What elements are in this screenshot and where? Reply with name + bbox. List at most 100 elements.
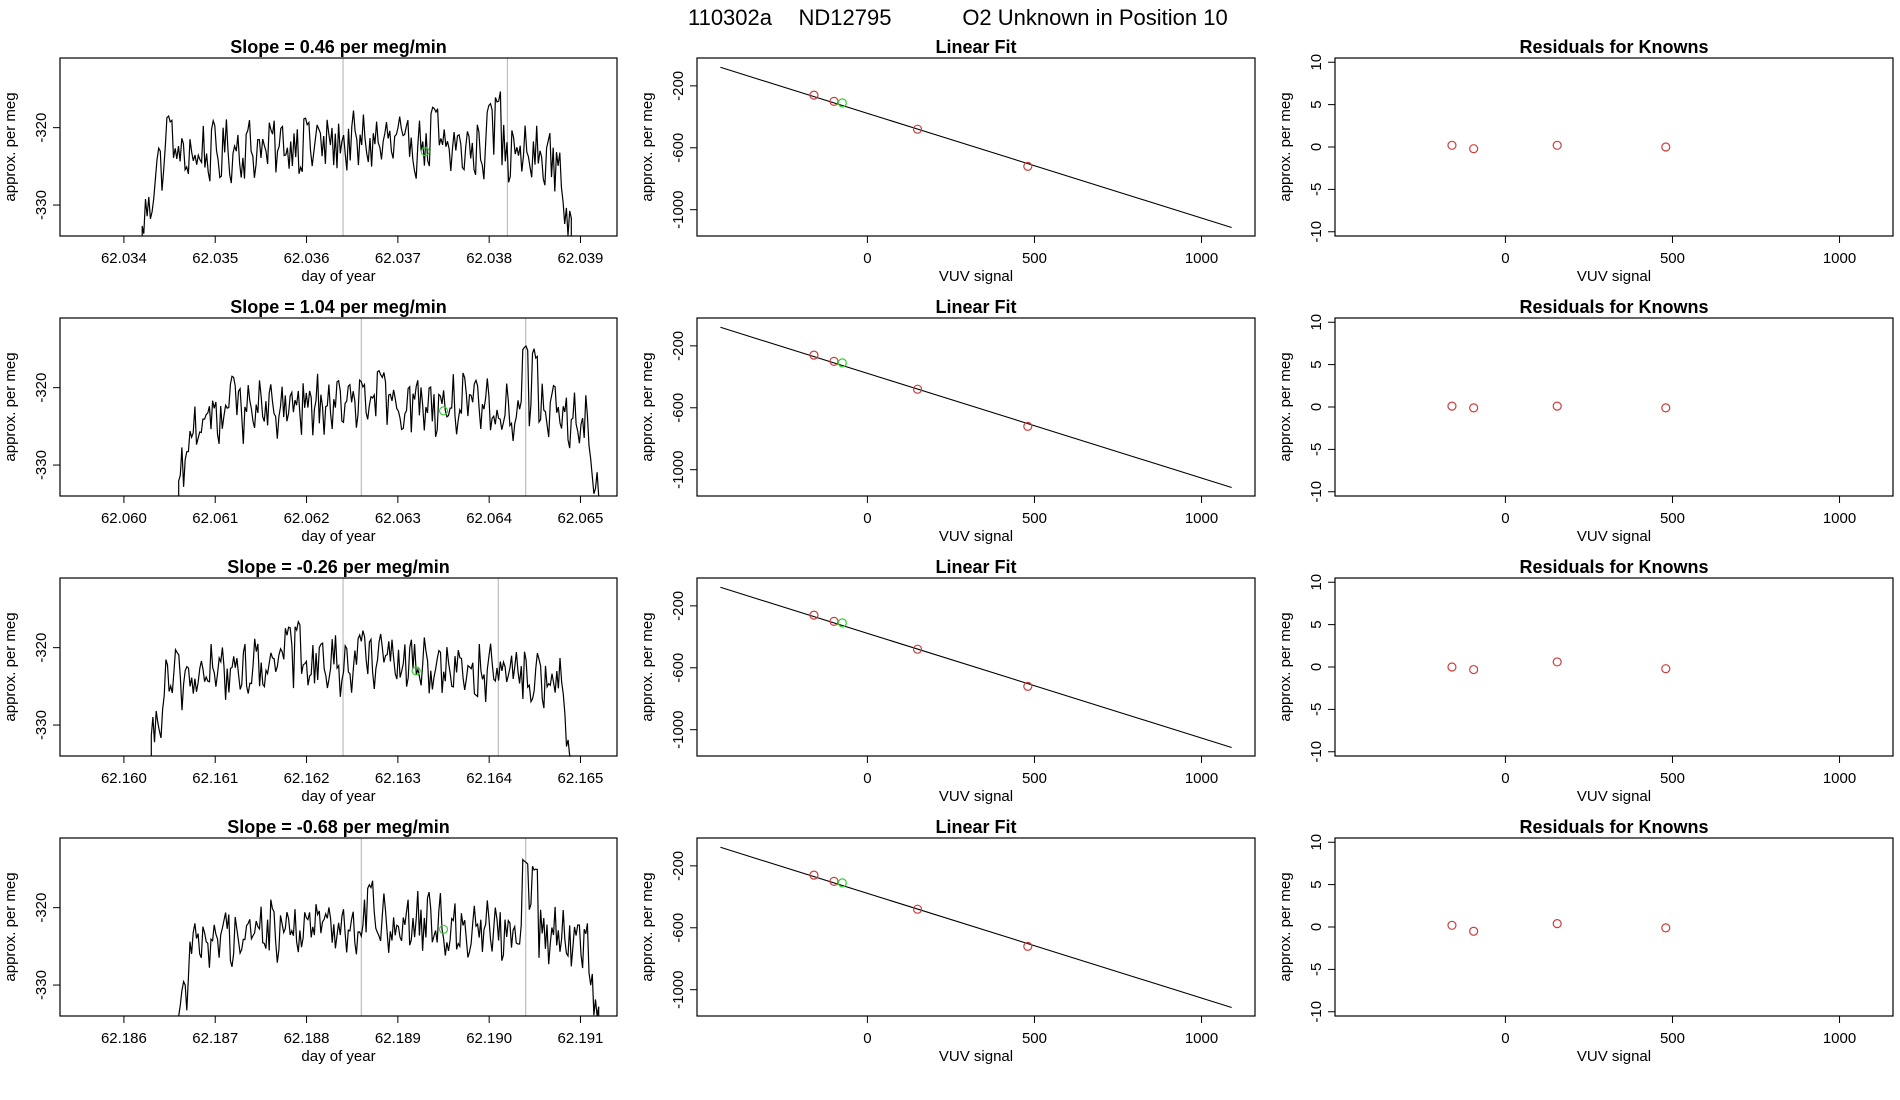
residual-point [1447, 662, 1457, 672]
x-tick-label: 62.161 [192, 770, 238, 787]
y-tick-label: -330 [33, 710, 50, 740]
y-tick-label: -1000 [670, 190, 687, 228]
known-point [829, 616, 839, 626]
x-tick-label: 0 [863, 510, 871, 527]
residual-point [1447, 140, 1457, 150]
fit-line [720, 326, 1232, 489]
y-tick-label: 5 [1308, 880, 1325, 888]
y-axis-label: approx. per meg [2, 612, 19, 721]
x-tick-label: 62.039 [558, 250, 604, 267]
y-tick-label: -10 [1308, 741, 1325, 763]
plot-frame [696, 837, 1256, 1017]
y-tick-label: 0 [1308, 143, 1325, 151]
residual-point [1661, 403, 1671, 413]
panel-title: Linear Fit [935, 37, 1016, 57]
y-tick-label: 0 [1308, 403, 1325, 411]
y-tick-label: -1000 [670, 710, 687, 748]
unknown-point [837, 358, 847, 368]
y-tick-label: 5 [1308, 620, 1325, 628]
panel-time-series-4: Slope = -0.68 per meg/min 62.186 62.187 62.… [2, 817, 618, 1065]
x-tick-label: 0 [1501, 770, 1509, 787]
x-axis-label: VUV signal [1577, 268, 1651, 285]
x-axis-label: VUV signal [939, 528, 1013, 545]
x-axis-label: VUV signal [939, 268, 1013, 285]
x-tick-label: 62.062 [284, 510, 330, 527]
y-tick-label: -320 [33, 373, 50, 403]
panel-title: Linear Fit [935, 817, 1016, 837]
x-axis-label: day of year [301, 1048, 375, 1065]
residual-point [1469, 403, 1479, 413]
y-tick-label: -200 [670, 331, 687, 361]
y-tick-label: -5 [1308, 443, 1325, 456]
y-tick-label: -320 [33, 893, 50, 923]
plot-frame [59, 577, 618, 757]
panel-grid: Slope = 0.46 per meg/min 62.034 62.035 62.0… [2, 37, 1894, 1065]
y-tick-label: 0 [1308, 923, 1325, 931]
x-tick-label: 500 [1660, 770, 1685, 787]
series-line [178, 344, 600, 497]
x-tick-label: 500 [1022, 510, 1047, 527]
panel-residuals-3: Residuals for Knowns 0 500 1000 VUV signal 10… [1277, 557, 1894, 805]
x-tick-label: 62.035 [192, 250, 238, 267]
y-tick-label: -10 [1308, 221, 1325, 243]
y-axis-label: approx. per meg [2, 92, 19, 201]
x-axis-label: VUV signal [939, 788, 1013, 805]
x-tick-label: 62.038 [466, 250, 512, 267]
y-tick-label: 5 [1308, 100, 1325, 108]
x-axis-label: VUV signal [1577, 1048, 1651, 1065]
y-axis-label: approx. per meg [639, 92, 656, 201]
x-axis-label: day of year [301, 788, 375, 805]
residual-point [1447, 401, 1457, 411]
plot-frame [59, 57, 618, 237]
x-tick-label: 500 [1022, 250, 1047, 267]
x-tick-label: 62.189 [375, 1030, 421, 1047]
y-tick-label: -5 [1308, 963, 1325, 976]
series-line [178, 858, 600, 1017]
panel-title: Residuals for Knowns [1519, 817, 1708, 837]
x-tick-label: 62.186 [101, 1030, 147, 1047]
y-tick-label: -5 [1308, 703, 1325, 716]
y-tick-label: -600 [670, 653, 687, 683]
residual-point [1552, 919, 1562, 929]
x-tick-label: 0 [863, 250, 871, 267]
x-tick-label: 1000 [1823, 250, 1856, 267]
y-tick-label: -1000 [670, 450, 687, 488]
x-tick-label: 0 [1501, 1030, 1509, 1047]
x-tick-label: 62.036 [284, 250, 330, 267]
x-axis-label: VUV signal [939, 1048, 1013, 1065]
x-tick-label: 62.065 [558, 510, 604, 527]
panel-title: Slope = -0.68 per meg/min [227, 817, 450, 837]
y-tick-label: -10 [1308, 481, 1325, 503]
x-tick-label: 62.160 [101, 770, 147, 787]
unknown-point [411, 666, 421, 676]
panel-residuals-4: Residuals for Knowns 0 500 1000 VUV signal 10… [1277, 817, 1894, 1065]
panel-linear-fit-4: Linear Fit 0 500 1000 VUV signal -200 -600 -100… [639, 817, 1256, 1065]
x-tick-label: 500 [1660, 510, 1685, 527]
unknown-point [420, 147, 430, 157]
residual-point [1469, 664, 1479, 675]
known-point [1023, 941, 1033, 951]
figure-title-tank: ND12795 [799, 5, 892, 30]
x-axis-label: day of year [301, 268, 375, 285]
y-tick-label: 10 [1308, 834, 1325, 851]
panel-title: Linear Fit [935, 557, 1016, 577]
y-tick-label: -200 [670, 851, 687, 881]
y-axis-label: approx. per meg [639, 872, 656, 981]
x-tick-label: 62.034 [101, 250, 147, 267]
y-axis-label: approx. per meg [1277, 872, 1294, 981]
panel-linear-fit-2: Linear Fit 0 500 1000 VUV signal -200 -600 -100… [639, 297, 1256, 545]
x-tick-label: 0 [863, 770, 871, 787]
residual-point [1469, 144, 1479, 154]
y-tick-label: 10 [1308, 54, 1325, 71]
y-tick-label: -330 [33, 190, 50, 220]
panel-time-series-2: Slope = 1.04 per meg/min 62.060 62.061 62.0… [2, 297, 618, 545]
plot-frame [696, 317, 1256, 497]
known-point [912, 644, 923, 654]
known-point [912, 904, 923, 914]
panel-time-series-1: Slope = 0.46 per meg/min 62.034 62.035 62.0… [2, 37, 618, 285]
unknown-point [438, 924, 449, 934]
y-tick-label: -10 [1308, 1001, 1325, 1023]
y-tick-label: 5 [1308, 360, 1325, 368]
y-tick-label: 10 [1308, 314, 1325, 331]
